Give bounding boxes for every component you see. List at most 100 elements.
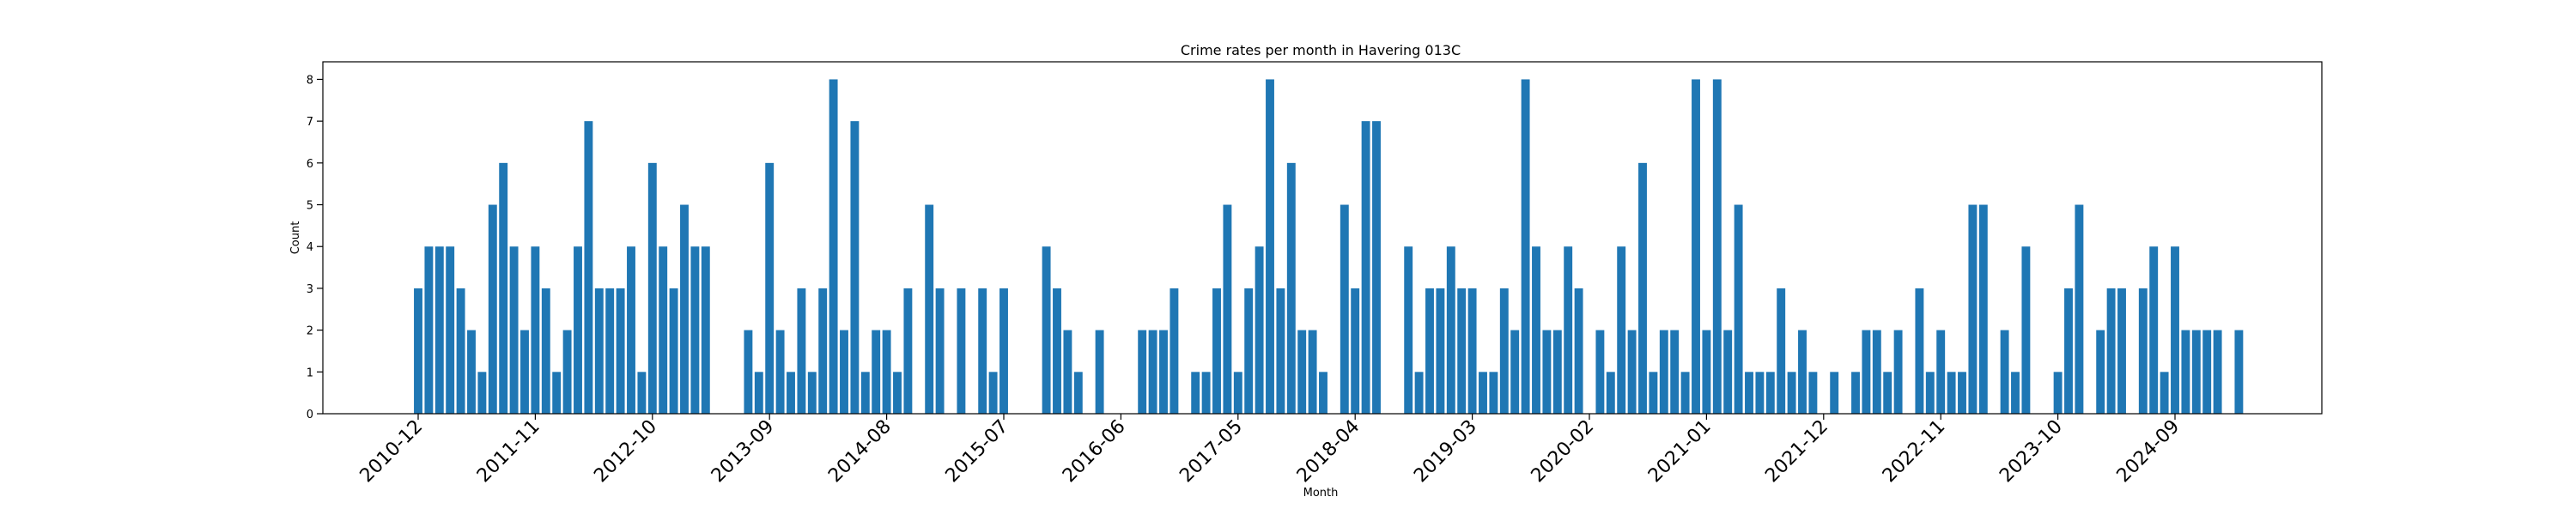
bar [1893,330,1903,414]
bar [414,288,422,414]
bar [1414,372,1424,414]
bar [1734,204,1743,414]
bar [1777,288,1786,414]
x-tick-label: 2017-05 [1176,416,1247,488]
x-tick-label: 2021-12 [1761,416,1832,488]
bar [840,330,848,414]
bar [860,372,870,414]
bar [616,288,625,414]
y-tick-label: 5 [307,200,313,213]
bar [754,372,763,414]
bar [531,246,540,414]
y-tick-label: 3 [307,283,313,296]
bar [1872,330,1881,414]
bar [1883,372,1893,414]
bar [2149,246,2159,414]
bar [1340,204,1349,414]
chart-title: Crime rates per month in Havering 013C [1181,42,1461,58]
bar [1915,288,1924,414]
bar [424,246,434,414]
bar [477,372,487,414]
bars-group [414,79,2244,414]
bar [1361,121,1370,414]
bar [2117,288,2126,414]
y-axis: 0 1 2 3 4 5 6 7 8 [307,74,323,421]
bar [446,246,455,414]
x-tick-label: 2016-06 [1059,416,1130,488]
bar [988,372,998,414]
bar [2234,330,2244,414]
bar [1787,372,1796,414]
bar [1692,79,1700,414]
bar [1053,288,1061,414]
bar [1765,372,1775,414]
bar [1063,330,1072,414]
bar [1073,372,1083,414]
bar [467,330,476,414]
bar [1244,288,1254,414]
bar [1606,372,1615,414]
bar [1947,372,1956,414]
bar [2053,372,2063,414]
bar [1457,288,1467,414]
bar [999,288,1008,414]
x-tick-label: 2011-11 [473,416,544,488]
y-tick-label: 0 [307,409,313,421]
bar [1446,246,1455,414]
plot-frame [322,61,2323,415]
bar [2138,288,2148,414]
bar [1297,330,1307,414]
bar [2181,330,2190,414]
x-tick-label: 2021-01 [1644,416,1716,488]
bar [1372,121,1381,414]
bar [1191,372,1200,414]
bar [627,246,635,414]
bar [1862,330,1871,414]
bar [2011,372,2020,414]
bar [552,372,562,414]
bar [488,204,497,414]
bar [1851,372,1860,414]
bar [829,79,838,414]
bar [690,246,700,414]
bar [1266,79,1274,414]
bar [957,288,966,414]
bar [1499,288,1509,414]
bar [1510,330,1520,414]
bar [893,372,902,414]
bar [935,288,945,414]
bar [978,288,987,414]
bar [1712,79,1722,414]
bar [2202,330,2212,414]
bar [1351,288,1360,414]
y-tick-label: 8 [307,74,313,87]
x-tick-label: 2012-10 [590,416,661,488]
bar [2191,330,2201,414]
bar [1255,246,1264,414]
bar [787,372,795,414]
bar [818,288,828,414]
bar [2064,288,2073,414]
bar [2106,288,2116,414]
bar [509,246,519,414]
bar [541,288,550,414]
bar [744,330,753,414]
bar [1978,204,1988,414]
bar [456,288,465,414]
bar [1404,246,1413,414]
bar [1830,372,1839,414]
bar [1319,372,1327,414]
bar [1286,162,1296,414]
bar [903,288,913,414]
x-tick-label: 2023-10 [1996,416,2067,488]
y-axis-label: Count [289,221,302,255]
bar [2000,330,2009,414]
x-tick-label: 2013-09 [708,416,779,488]
bar [1489,372,1498,414]
bar [1170,288,1179,414]
bar [1925,372,1935,414]
bar [1521,79,1530,414]
bar [882,330,891,414]
bar [850,121,860,414]
